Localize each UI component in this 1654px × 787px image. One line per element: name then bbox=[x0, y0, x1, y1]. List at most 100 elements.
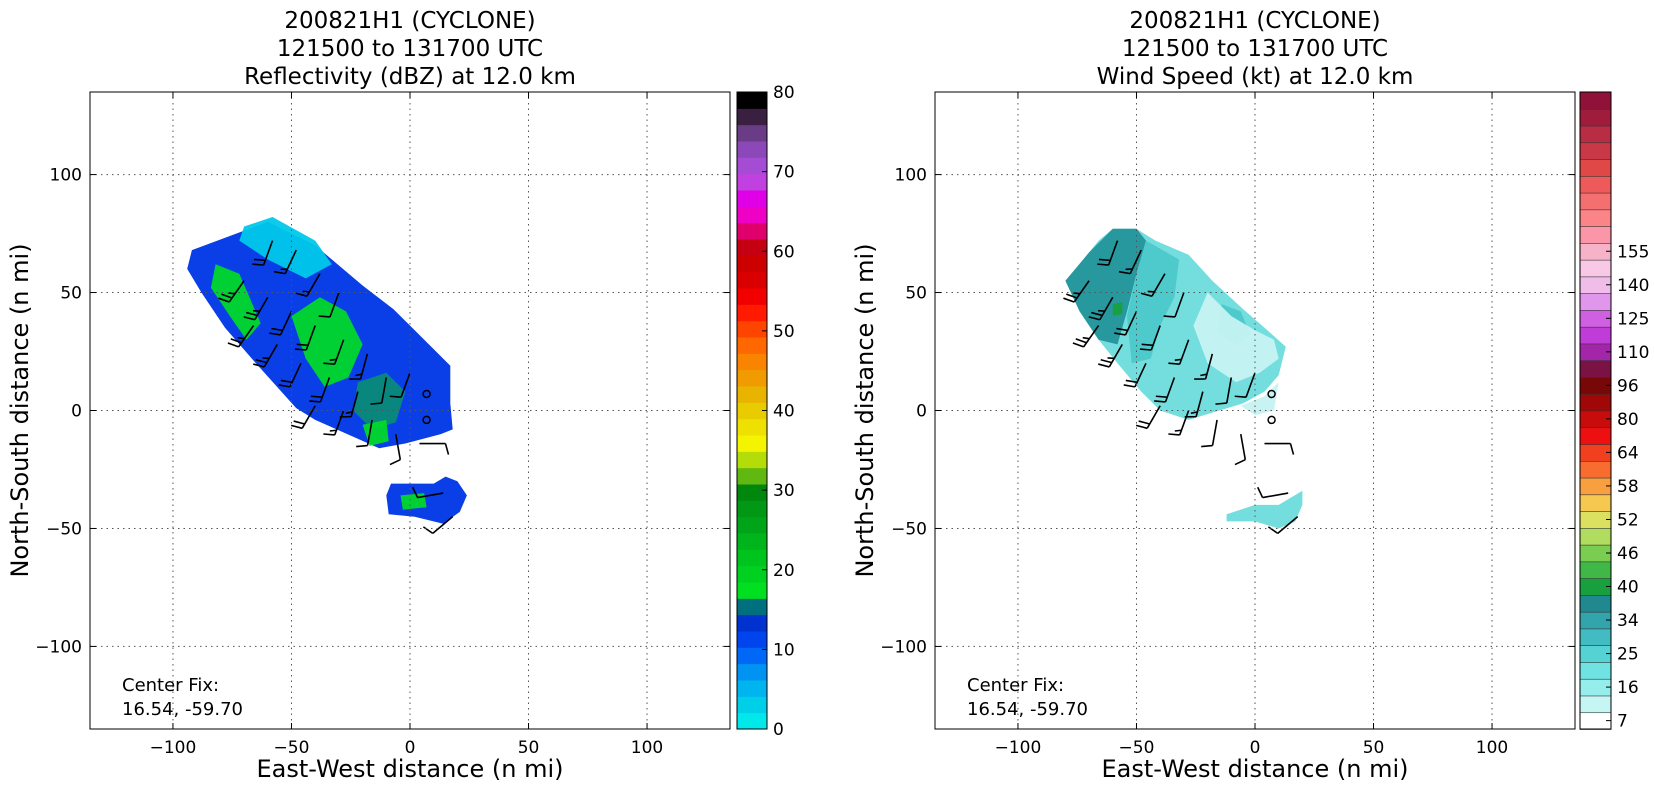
colorbar-tick-label: 34 bbox=[1617, 611, 1639, 631]
y-tick-label: −100 bbox=[880, 637, 927, 657]
wind-barb-shaft bbox=[366, 419, 373, 446]
wind-barb-flag bbox=[323, 362, 335, 365]
colorbar-segment bbox=[737, 565, 767, 583]
center-fix-value: 16.54, -59.70 bbox=[122, 699, 243, 720]
colorbar-tick-label: 20 bbox=[773, 561, 795, 581]
wind-barb-flag bbox=[271, 327, 283, 332]
wind-barb-flag bbox=[1139, 348, 1152, 351]
wind-barb-shaft bbox=[400, 372, 411, 398]
chart-title-line: 121500 to 131700 UTC bbox=[277, 36, 543, 62]
colorbar-segment bbox=[737, 614, 767, 632]
wind-barb-flag bbox=[1088, 316, 1100, 321]
wind-barb bbox=[278, 362, 302, 388]
colorbar-tick-label: 25 bbox=[1617, 645, 1639, 665]
colorbar-segment bbox=[737, 631, 767, 648]
colorbar-tick-label: 16 bbox=[1617, 678, 1639, 698]
colorbar-segment bbox=[1579, 91, 1612, 110]
x-tick-label: 50 bbox=[518, 738, 540, 758]
wind-barb bbox=[1118, 249, 1142, 275]
colorbar-tick-label: 140 bbox=[1617, 276, 1649, 296]
colorbar-tick-label: 125 bbox=[1617, 309, 1649, 329]
colorbar-segment bbox=[1579, 292, 1612, 311]
colorbar-segment bbox=[737, 500, 767, 518]
wind-barb-flag bbox=[243, 316, 255, 321]
y-tick-label: −100 bbox=[35, 637, 82, 657]
field-patch bbox=[353, 372, 406, 430]
colorbar-segment bbox=[1579, 326, 1612, 345]
wind-barb bbox=[1139, 325, 1161, 351]
colorbar-segment bbox=[737, 467, 767, 485]
wind-barb-shaft bbox=[1262, 492, 1289, 499]
wind-barb-flag bbox=[278, 384, 291, 388]
wind-barb-flag bbox=[255, 358, 267, 364]
panel-wind-speed: −100 −50 0 50 100 −100 −50 0 50 100 200821H1 (CYCL… bbox=[851, 8, 1649, 783]
wind-barb-shaft bbox=[329, 292, 340, 318]
wind-barb-shaft bbox=[1211, 419, 1218, 446]
colorbar-segment bbox=[737, 516, 767, 534]
wind-barb-flag bbox=[1098, 258, 1111, 262]
field-patch bbox=[400, 493, 427, 510]
wind-barb-flag bbox=[323, 433, 335, 436]
wind-barb bbox=[1168, 339, 1190, 365]
wind-barb-flag bbox=[329, 429, 337, 432]
field-patch bbox=[291, 297, 363, 387]
wind-barb-flag bbox=[1215, 402, 1227, 405]
colorbar-segment bbox=[737, 206, 767, 224]
wind-barb-flag bbox=[309, 400, 321, 403]
wind-barb-flag bbox=[296, 343, 309, 347]
wind-barb-flag bbox=[1138, 420, 1150, 425]
wind-barb bbox=[1215, 377, 1233, 405]
wind-barb bbox=[273, 249, 297, 275]
colorbar-segment bbox=[1579, 661, 1612, 680]
colorbar-segment bbox=[737, 288, 767, 305]
wind-barb bbox=[318, 292, 340, 318]
calm-marker bbox=[1267, 389, 1276, 399]
colorbar-tick-label: 155 bbox=[1617, 242, 1649, 262]
y-tick-label: 100 bbox=[50, 166, 82, 186]
colorbar-segment bbox=[1579, 561, 1612, 579]
wind-barb-flag bbox=[355, 373, 363, 377]
wind-barb-flag bbox=[1100, 358, 1112, 364]
wind-barb-flag bbox=[1154, 400, 1166, 403]
wind-barb-flag bbox=[1072, 342, 1084, 348]
wind-barb bbox=[323, 339, 345, 365]
x-tick-label: 0 bbox=[405, 738, 416, 758]
colorbar-tick-label: 64 bbox=[1617, 443, 1639, 463]
wind-barb-flag bbox=[1190, 411, 1198, 415]
field-patch bbox=[1240, 382, 1279, 416]
y-axis-label: North-South distance (n mi) bbox=[6, 243, 34, 577]
field-small-region bbox=[386, 476, 467, 524]
colorbar-segment bbox=[737, 190, 767, 207]
wind-barb-flag bbox=[1075, 338, 1087, 344]
wind-barb-flag bbox=[1098, 363, 1110, 368]
colorbar-segment bbox=[1579, 359, 1612, 378]
colorbar-segment bbox=[1579, 393, 1612, 412]
wind-barb-flag bbox=[1168, 362, 1180, 365]
chart-title-line: 200821H1 (CYCLONE) bbox=[1129, 8, 1380, 34]
wind-barb bbox=[323, 410, 345, 436]
field-patch bbox=[239, 217, 332, 279]
wind-barb-flag bbox=[1135, 424, 1148, 430]
y-tick-label: 50 bbox=[60, 284, 82, 304]
colorbar-tick-label: 0 bbox=[773, 720, 784, 740]
colorbar-tick-label: 30 bbox=[773, 481, 795, 501]
wind-barb bbox=[295, 273, 321, 297]
colorbar-segment bbox=[737, 304, 767, 322]
colorbar-segment bbox=[737, 598, 767, 616]
y-tick-label: 50 bbox=[905, 284, 927, 304]
wind-barb-flag bbox=[218, 297, 230, 303]
colorbar-segment bbox=[1579, 494, 1612, 512]
colorbar-segment bbox=[737, 712, 767, 730]
wind-barb bbox=[243, 296, 269, 321]
colorbar-segment bbox=[737, 92, 767, 109]
wind-barb-shaft bbox=[1174, 292, 1185, 318]
wind-barb bbox=[227, 325, 255, 348]
wind-barb bbox=[294, 325, 316, 351]
wind-barb bbox=[309, 377, 331, 403]
wind-barb-flag bbox=[246, 311, 258, 317]
center-fix-value: 16.54, -59.70 bbox=[967, 699, 1088, 720]
wind-barb bbox=[419, 442, 450, 455]
wind-barb bbox=[290, 405, 316, 430]
